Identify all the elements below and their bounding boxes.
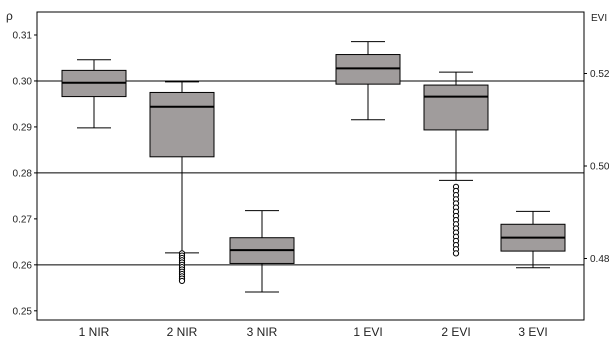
left-axis-title: ρ xyxy=(6,9,13,23)
right-axis-title: EVI xyxy=(591,13,607,24)
box-body-4 xyxy=(424,85,488,130)
right-tick-label-0: 0.48 xyxy=(590,254,610,265)
left-axis: 0.25 0.26 0.27 0.28 0.29 0.30 0.31 xyxy=(13,30,37,317)
plot-area xyxy=(37,12,584,320)
left-tick-label-0: 0.25 xyxy=(13,306,33,317)
box-body-1 xyxy=(150,92,214,156)
outlier-4-16 xyxy=(453,251,458,256)
category-labels: 1 NIR 2 NIR 3 NIR 1 EVI 2 EVI 3 EVI xyxy=(79,325,548,339)
category-label-0: 1 NIR xyxy=(79,325,110,339)
category-label-5: 3 EVI xyxy=(518,325,547,339)
category-label-3: 1 EVI xyxy=(353,325,382,339)
right-axis: 0.48 0.50 0.52 xyxy=(584,69,610,265)
left-tick-label-5: 0.30 xyxy=(13,76,33,87)
right-tick-label-2: 0.52 xyxy=(590,69,610,80)
left-tick-label-3: 0.28 xyxy=(13,168,33,179)
outlier-1-12 xyxy=(179,278,184,283)
left-tick-label-1: 0.26 xyxy=(13,260,33,271)
left-tick-label-2: 0.27 xyxy=(13,214,33,225)
category-label-1: 2 NIR xyxy=(167,325,198,339)
category-label-4: 2 EVI xyxy=(441,325,470,339)
left-tick-label-6: 0.31 xyxy=(13,30,33,41)
category-label-2: 3 NIR xyxy=(247,325,278,339)
left-tick-label-4: 0.29 xyxy=(13,122,33,133)
right-tick-label-1: 0.50 xyxy=(590,162,610,173)
